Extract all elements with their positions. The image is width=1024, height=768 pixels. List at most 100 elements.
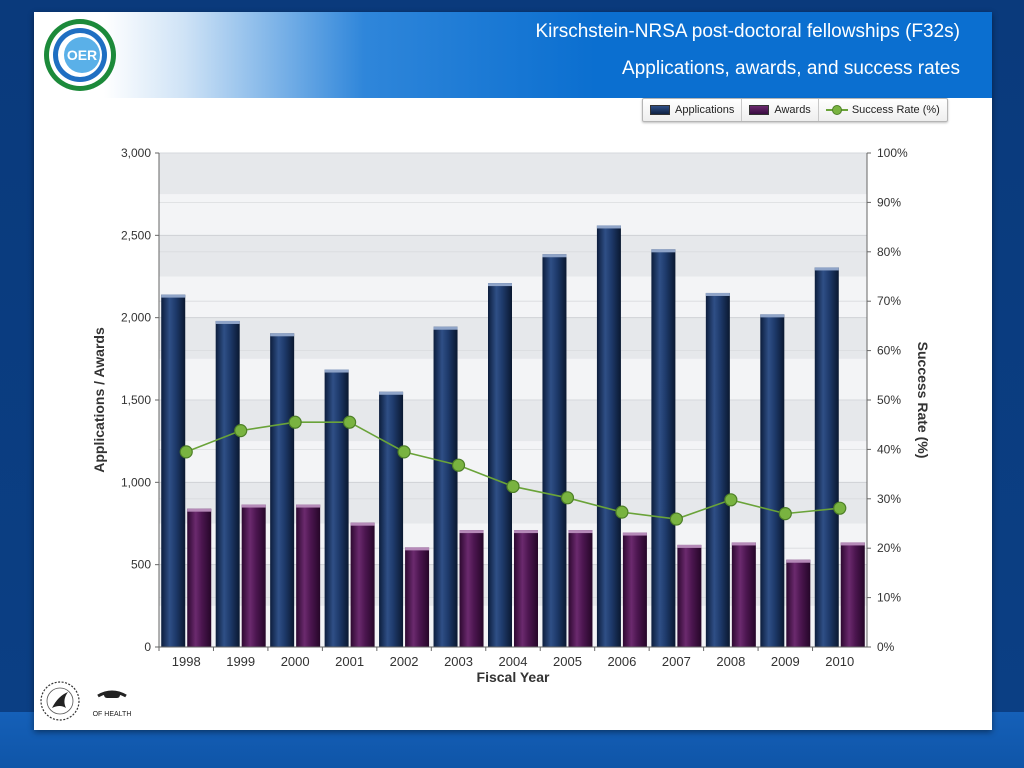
success-rate-point[interactable] — [234, 424, 248, 438]
bar-applications — [651, 249, 676, 647]
y-tick-label: 2,000 — [121, 311, 151, 325]
x-tick-label: 1998 — [172, 654, 201, 669]
y2-tick-label: 30% — [877, 492, 901, 506]
title-line-1: Kirschstein-NRSA post-doctoral fellowshi… — [535, 21, 961, 42]
legend-item-applications[interactable]: Applications — [643, 99, 743, 121]
bar-applications-cap — [542, 254, 567, 258]
header-bar: OER Kirschstein-NRSA post-doctoral fello… — [34, 12, 992, 98]
success-rate-point[interactable] — [724, 493, 738, 507]
y2-tick-label: 20% — [877, 541, 901, 555]
success-rate-point[interactable] — [833, 501, 847, 515]
x-tick-label: 2009 — [771, 654, 800, 669]
legend-label-applications: Applications — [675, 104, 735, 116]
plot-band — [159, 276, 867, 318]
y2-tick-label: 40% — [877, 442, 901, 456]
x-tick-label: 2004 — [499, 654, 528, 669]
y-tick-label: 2,500 — [121, 228, 151, 242]
bar-awards-cap — [786, 559, 811, 563]
bar-applications-cap — [651, 249, 676, 253]
bar-applications-cap — [379, 391, 404, 395]
title-line-2: Applications, awards, and success rates — [622, 58, 960, 79]
success-rate-point[interactable] — [506, 479, 520, 494]
bar-applications-cap — [270, 333, 295, 337]
bar-applications-cap — [161, 294, 186, 298]
y-axis-title: Applications / Awards — [91, 327, 107, 473]
plot-band — [159, 194, 867, 236]
bar-applications-cap — [488, 283, 512, 287]
bar-applications-cap — [215, 320, 240, 324]
success-rate-point[interactable] — [560, 491, 575, 505]
nih-logo-icon: OF HEALTH — [93, 690, 132, 718]
legend-item-success-rate[interactable]: Success Rate (%) — [819, 99, 947, 121]
success-rate-point[interactable] — [778, 507, 792, 521]
y-tick-label: 3,000 — [121, 146, 151, 160]
success-rate-point[interactable] — [669, 512, 683, 526]
y-tick-label: 0 — [144, 640, 151, 654]
bar-applications — [270, 333, 295, 647]
legend-item-awards[interactable]: Awards — [742, 99, 819, 121]
bar-awards — [350, 522, 375, 647]
hhs-seal-icon — [40, 681, 80, 721]
legend-swatch-success-rate — [825, 105, 848, 115]
x-axis-title: Fiscal Year — [477, 669, 550, 685]
x-tick-label: 2002 — [390, 654, 419, 669]
bar-applications — [705, 292, 730, 647]
bar-applications — [542, 254, 567, 647]
bar-awards — [840, 542, 865, 647]
bar-awards-cap — [514, 530, 538, 534]
combo-chart: 0 500 1,000 1,500 2,000 2,500 3,000 0% 10% 20% 30%… — [91, 146, 931, 685]
x-tick-label: 2000 — [281, 654, 310, 669]
x-tick-label: 2001 — [335, 654, 364, 669]
bar-awards-cap — [187, 508, 212, 512]
x-tick-label: 2006 — [607, 654, 636, 669]
bar-awards-cap — [459, 530, 484, 534]
success-rate-point[interactable] — [397, 445, 411, 459]
chart-legend: Applications Awards Success Rate (%) — [642, 98, 948, 122]
bar-applications-cap — [814, 267, 839, 271]
bar-awards — [187, 508, 212, 647]
bar-awards — [731, 542, 756, 647]
y2-tick-label: 80% — [877, 245, 901, 259]
slide: OER Kirschstein-NRSA post-doctoral fello… — [34, 12, 992, 730]
bar-applications — [814, 267, 839, 647]
success-rate-point[interactable] — [343, 415, 357, 429]
legend-label-success-rate: Success Rate (%) — [851, 104, 940, 116]
oer-logo: OER — [44, 19, 116, 91]
y2-tick-label: 60% — [877, 344, 901, 358]
plot-band — [159, 235, 867, 277]
bar-applications-cap — [596, 225, 621, 229]
success-rate-point[interactable] — [615, 505, 629, 519]
bar-applications — [324, 369, 349, 647]
bar-applications — [433, 326, 458, 647]
y2-tick-label: 90% — [877, 195, 901, 209]
bar-applications — [488, 283, 512, 647]
bar-applications-cap — [433, 326, 458, 330]
y-tick-label: 1,000 — [121, 475, 151, 489]
axes: 0 500 1,000 1,500 2,000 2,500 3,000 0% 10% 20% 30%… — [91, 146, 931, 685]
success-rate-line — [179, 415, 847, 526]
bar-awards-cap — [350, 522, 375, 526]
bars — [161, 225, 865, 647]
bar-awards — [459, 530, 484, 647]
bar-awards-cap — [677, 544, 702, 548]
y-tick-label: 1,500 — [121, 393, 151, 407]
x-tick-label: 2007 — [662, 654, 691, 669]
bar-awards — [514, 530, 538, 647]
bar-awards-cap — [405, 547, 430, 551]
y2-tick-label: 0% — [877, 640, 895, 654]
nih-logo-text: OF HEALTH — [93, 711, 132, 718]
bar-applications — [760, 314, 785, 647]
success-rate-point[interactable] — [179, 445, 193, 459]
bar-awards — [405, 547, 430, 647]
success-rate-point[interactable] — [288, 415, 302, 429]
bar-awards-cap — [731, 542, 756, 546]
bar-awards — [677, 544, 702, 647]
bar-awards-cap — [840, 542, 865, 546]
bar-applications-cap — [324, 369, 349, 373]
y2-tick-label: 70% — [877, 294, 901, 308]
y-tick-label: 500 — [131, 558, 151, 572]
x-tick-label: 2005 — [553, 654, 582, 669]
bar-awards — [241, 504, 266, 647]
bar-awards-cap — [241, 504, 266, 508]
success-rate-point[interactable] — [451, 458, 466, 472]
